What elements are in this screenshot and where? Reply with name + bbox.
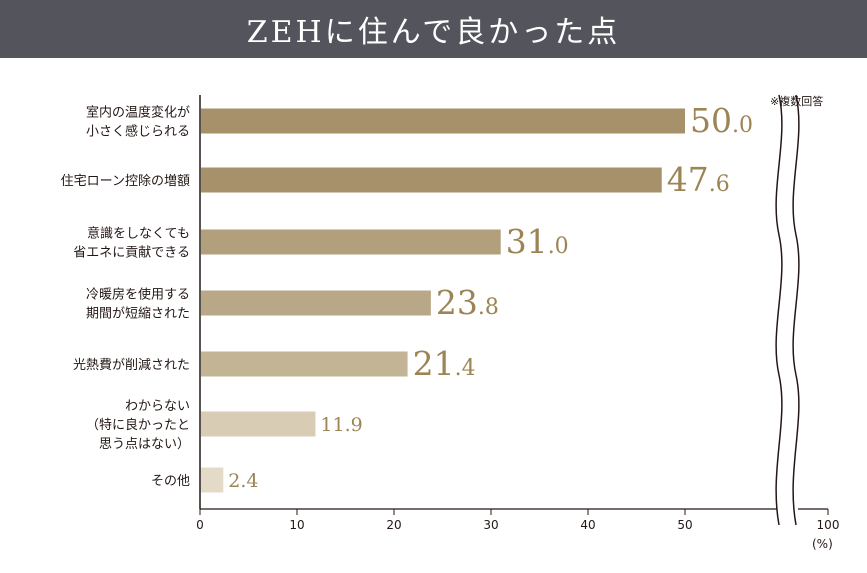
category-label: 意識をしなくても (87, 226, 190, 242)
bar (201, 229, 501, 255)
category-label: 期間が短縮された (86, 306, 190, 322)
category-label: わからない (125, 399, 190, 414)
bar-value-label: 11.9 (320, 414, 362, 436)
category-label: 室内の温度変化が (86, 105, 190, 121)
title-bar: ZEHに住んで良かった点 (0, 0, 867, 58)
bar-value-label: 31.0 (506, 222, 569, 261)
bar (201, 167, 662, 193)
x-tick-label: 50 (677, 518, 692, 532)
bar (201, 411, 316, 437)
category-label: 住宅ローン控除の増額 (61, 174, 190, 189)
x-tick-label: 20 (386, 518, 401, 532)
category-label: 思う点はない） (99, 437, 190, 452)
bar-value-label: 23.8 (436, 283, 499, 322)
category-label: 光熱費が削減された (73, 357, 190, 373)
bar-value-label: 47.6 (667, 160, 730, 199)
category-label: （特に良かったと (86, 417, 190, 433)
x-tick-label: 100 (817, 518, 840, 532)
axis-break-line-left (775, 94, 783, 526)
category-label: その他 (151, 474, 190, 489)
bar-value-label: 21.4 (413, 344, 476, 383)
category-label: 小さく感じられる (86, 124, 190, 140)
bar-value-label: 2.4 (228, 470, 258, 492)
x-tick-label: 0 (196, 518, 204, 532)
chart-title: ZEHに住んで良かった点 (246, 15, 621, 50)
x-axis-unit: (%) (812, 537, 833, 551)
category-label: 冷暖房を使用する (86, 287, 190, 303)
x-tick-label: 40 (580, 518, 595, 532)
category-label: 省エネに貢献できる (73, 246, 190, 261)
bar (201, 290, 431, 316)
bar (201, 467, 224, 493)
x-tick-label: 30 (483, 518, 498, 532)
bar (201, 351, 408, 377)
bar (201, 108, 685, 134)
axis-break-line-right (792, 94, 800, 526)
bar-value-label: 50.0 (690, 101, 753, 140)
x-tick-label: 10 (289, 518, 304, 532)
